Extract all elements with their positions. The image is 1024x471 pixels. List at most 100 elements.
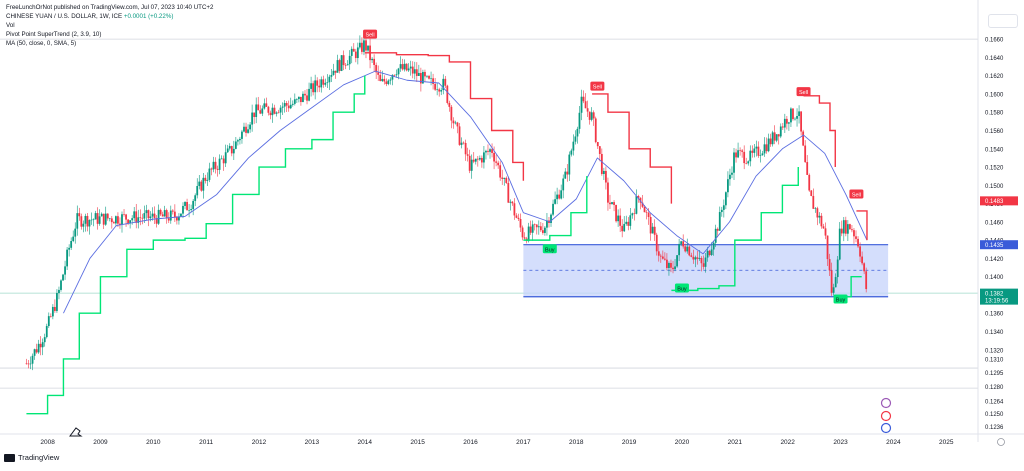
candle-body [192,200,195,210]
candle-body [94,213,97,220]
candle-body [594,118,597,143]
candle-body [767,138,770,152]
candle-body [491,149,493,153]
candle-body [539,226,542,231]
countdown-label: 13:19:56 [985,299,1009,305]
candle-body [399,64,402,69]
candle-body [253,112,256,118]
candle-body [51,306,54,317]
candle-body [513,203,516,216]
candle-body [255,104,258,118]
candle-body [535,224,538,228]
candle-body [781,126,784,128]
x-tick-label: 2024 [886,439,901,446]
candle-body [72,236,75,241]
candle-body [76,213,79,229]
candle-body [790,108,792,123]
candle-body [338,60,341,71]
candle-body [633,213,636,214]
candle-body [688,246,691,256]
chart-settings-button[interactable] [988,14,1018,28]
candles-group [25,35,868,371]
sell-signal-badge [849,189,864,199]
candle-body [295,99,298,100]
candle-body [190,209,193,211]
candle-body [710,249,713,255]
candle-body [108,218,111,220]
candle-body [234,141,237,149]
candle-body [127,219,129,224]
candle-body [340,55,343,71]
y-tick-label: 0.1560 [985,129,1004,135]
candle-body [241,131,243,139]
candle-body [505,177,508,183]
candle-body [314,80,317,93]
candle-body [45,326,48,338]
candle-body [263,103,266,109]
candle-body [381,78,384,82]
candle-body [257,104,260,111]
candle-body [413,69,416,74]
candle-body [350,48,353,56]
candle-body [552,203,554,215]
candle-body [373,58,376,65]
candle-body [830,270,833,293]
candle-body [401,64,404,70]
candle-body [546,220,548,228]
price-badge-box [980,240,1018,250]
supertrend-up-line [671,167,799,292]
candle-body [228,146,231,149]
y-tick-label: 0.1320 [985,348,1004,354]
candle-body [757,146,760,156]
x-tick-label: 2009 [93,439,108,446]
x-tick-label: 2013 [305,439,320,446]
candle-body [131,218,134,221]
sell-signal-label: Sell [593,85,602,91]
candle-body [708,250,711,255]
volume-indicator-label[interactable]: Vol [6,22,15,29]
candle-body [153,213,156,219]
candle-body [448,102,451,107]
candle-body [619,215,622,226]
ma-indicator-label[interactable]: MA (50, close, 0, SMA, 5) [6,40,77,47]
candle-body [188,210,190,211]
x-tick-label: 2020 [675,439,690,446]
y-tick-label: 0.1264 [985,399,1004,405]
candle-body [647,212,650,217]
candle-body [702,263,705,267]
price-badge-label: 0.1435 [985,243,1004,249]
candle-body [324,82,327,85]
candle-body [470,159,473,171]
candle-body [485,150,487,153]
candle-body [49,316,52,317]
candle-body [521,227,524,238]
candle-body [165,210,168,219]
supertrend-indicator-label[interactable]: Pivot Point SuperTrend (2, 3.9, 10) [6,31,102,38]
candle-body [33,349,36,356]
candle-body [141,217,144,219]
candle-body [670,262,672,268]
candle-body [566,171,569,175]
candle-body [29,363,32,365]
candle-body [125,214,127,220]
price-change: +0.0001 (+0.22%) [123,13,174,20]
candle-body [68,247,71,250]
x-tick-label: 2025 [939,439,954,446]
candle-body [92,219,95,221]
price-badge-label: 0.1483 [985,199,1004,205]
candle-body [279,107,282,113]
candle-body [202,177,205,191]
candle-body [326,82,329,83]
candle-body [714,228,717,243]
candle-body [794,118,796,120]
candle-body [407,68,410,71]
candle-body [175,217,178,221]
candle-body [117,216,119,224]
tradingview-brand[interactable]: TradingView [4,453,59,462]
candle-body [297,96,300,100]
candle-body [184,202,186,206]
candle-body [84,215,87,224]
y-tick-label: 0.1460 [985,220,1004,226]
